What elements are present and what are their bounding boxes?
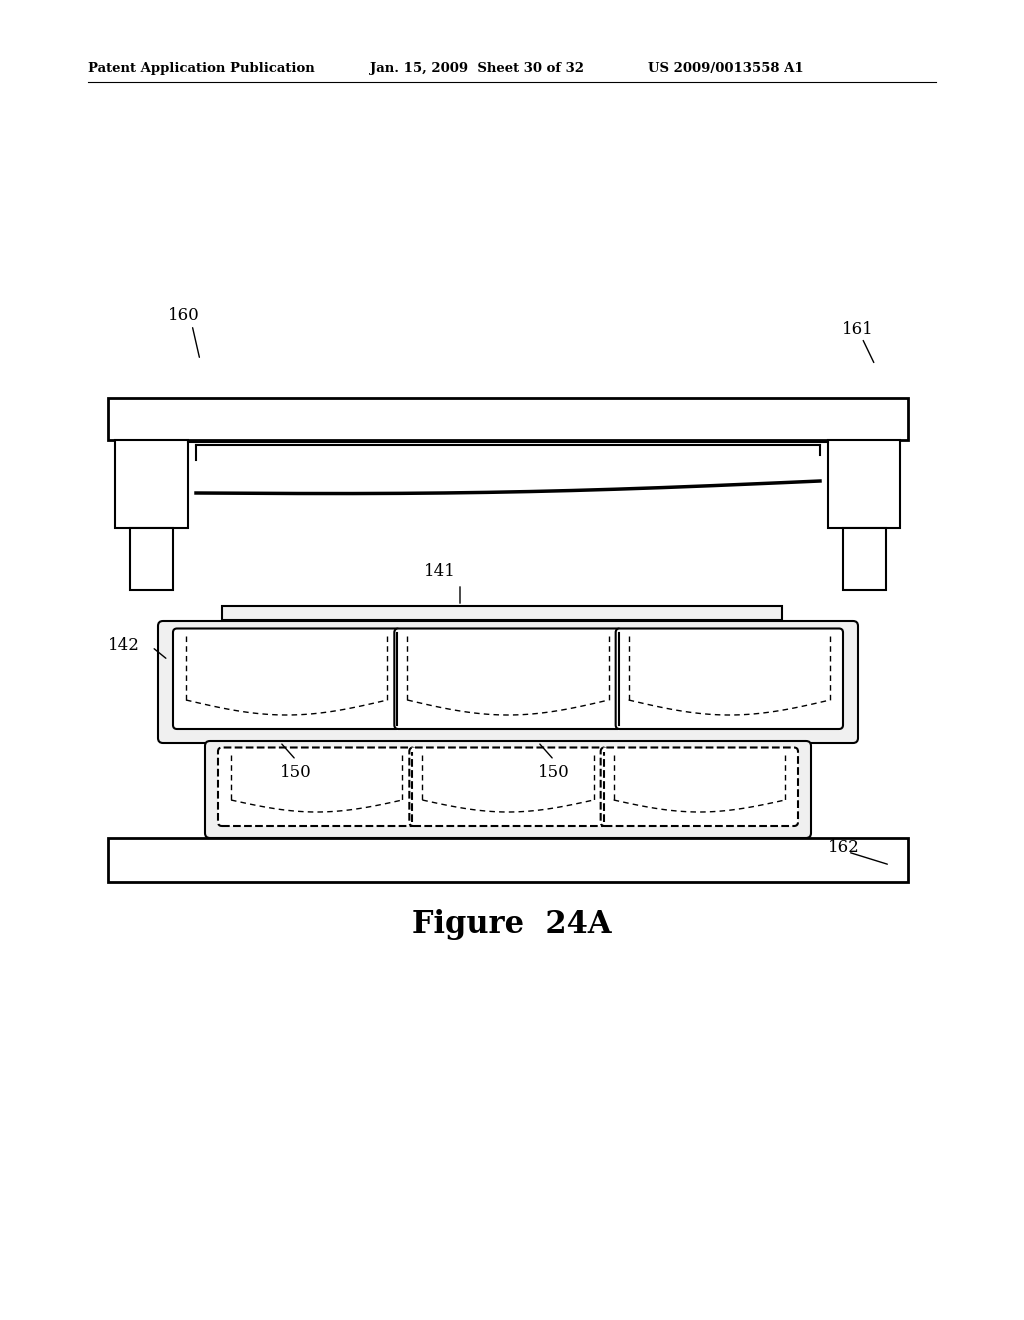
Bar (222, 606, 782, 620)
FancyBboxPatch shape (601, 747, 798, 826)
Bar (108, 838, 908, 882)
Bar (828, 440, 900, 528)
Text: 141: 141 (424, 564, 456, 579)
FancyBboxPatch shape (410, 747, 606, 826)
Text: Patent Application Publication: Patent Application Publication (88, 62, 314, 75)
Text: 150: 150 (281, 764, 312, 781)
Text: 150: 150 (539, 764, 570, 781)
Text: 162: 162 (828, 840, 860, 857)
Text: 142: 142 (109, 636, 140, 653)
Text: 161: 161 (842, 322, 873, 338)
Bar (108, 399, 908, 440)
FancyBboxPatch shape (158, 620, 858, 743)
Text: 160: 160 (168, 306, 200, 323)
Bar (843, 528, 886, 590)
Text: Jan. 15, 2009  Sheet 30 of 32: Jan. 15, 2009 Sheet 30 of 32 (370, 62, 584, 75)
FancyBboxPatch shape (394, 628, 622, 729)
Text: US 2009/0013558 A1: US 2009/0013558 A1 (648, 62, 804, 75)
Text: Figure  24A: Figure 24A (413, 909, 611, 940)
FancyBboxPatch shape (218, 747, 416, 826)
Bar (115, 440, 188, 528)
Bar (130, 528, 173, 590)
FancyBboxPatch shape (205, 741, 811, 838)
FancyBboxPatch shape (173, 628, 400, 729)
FancyBboxPatch shape (615, 628, 843, 729)
